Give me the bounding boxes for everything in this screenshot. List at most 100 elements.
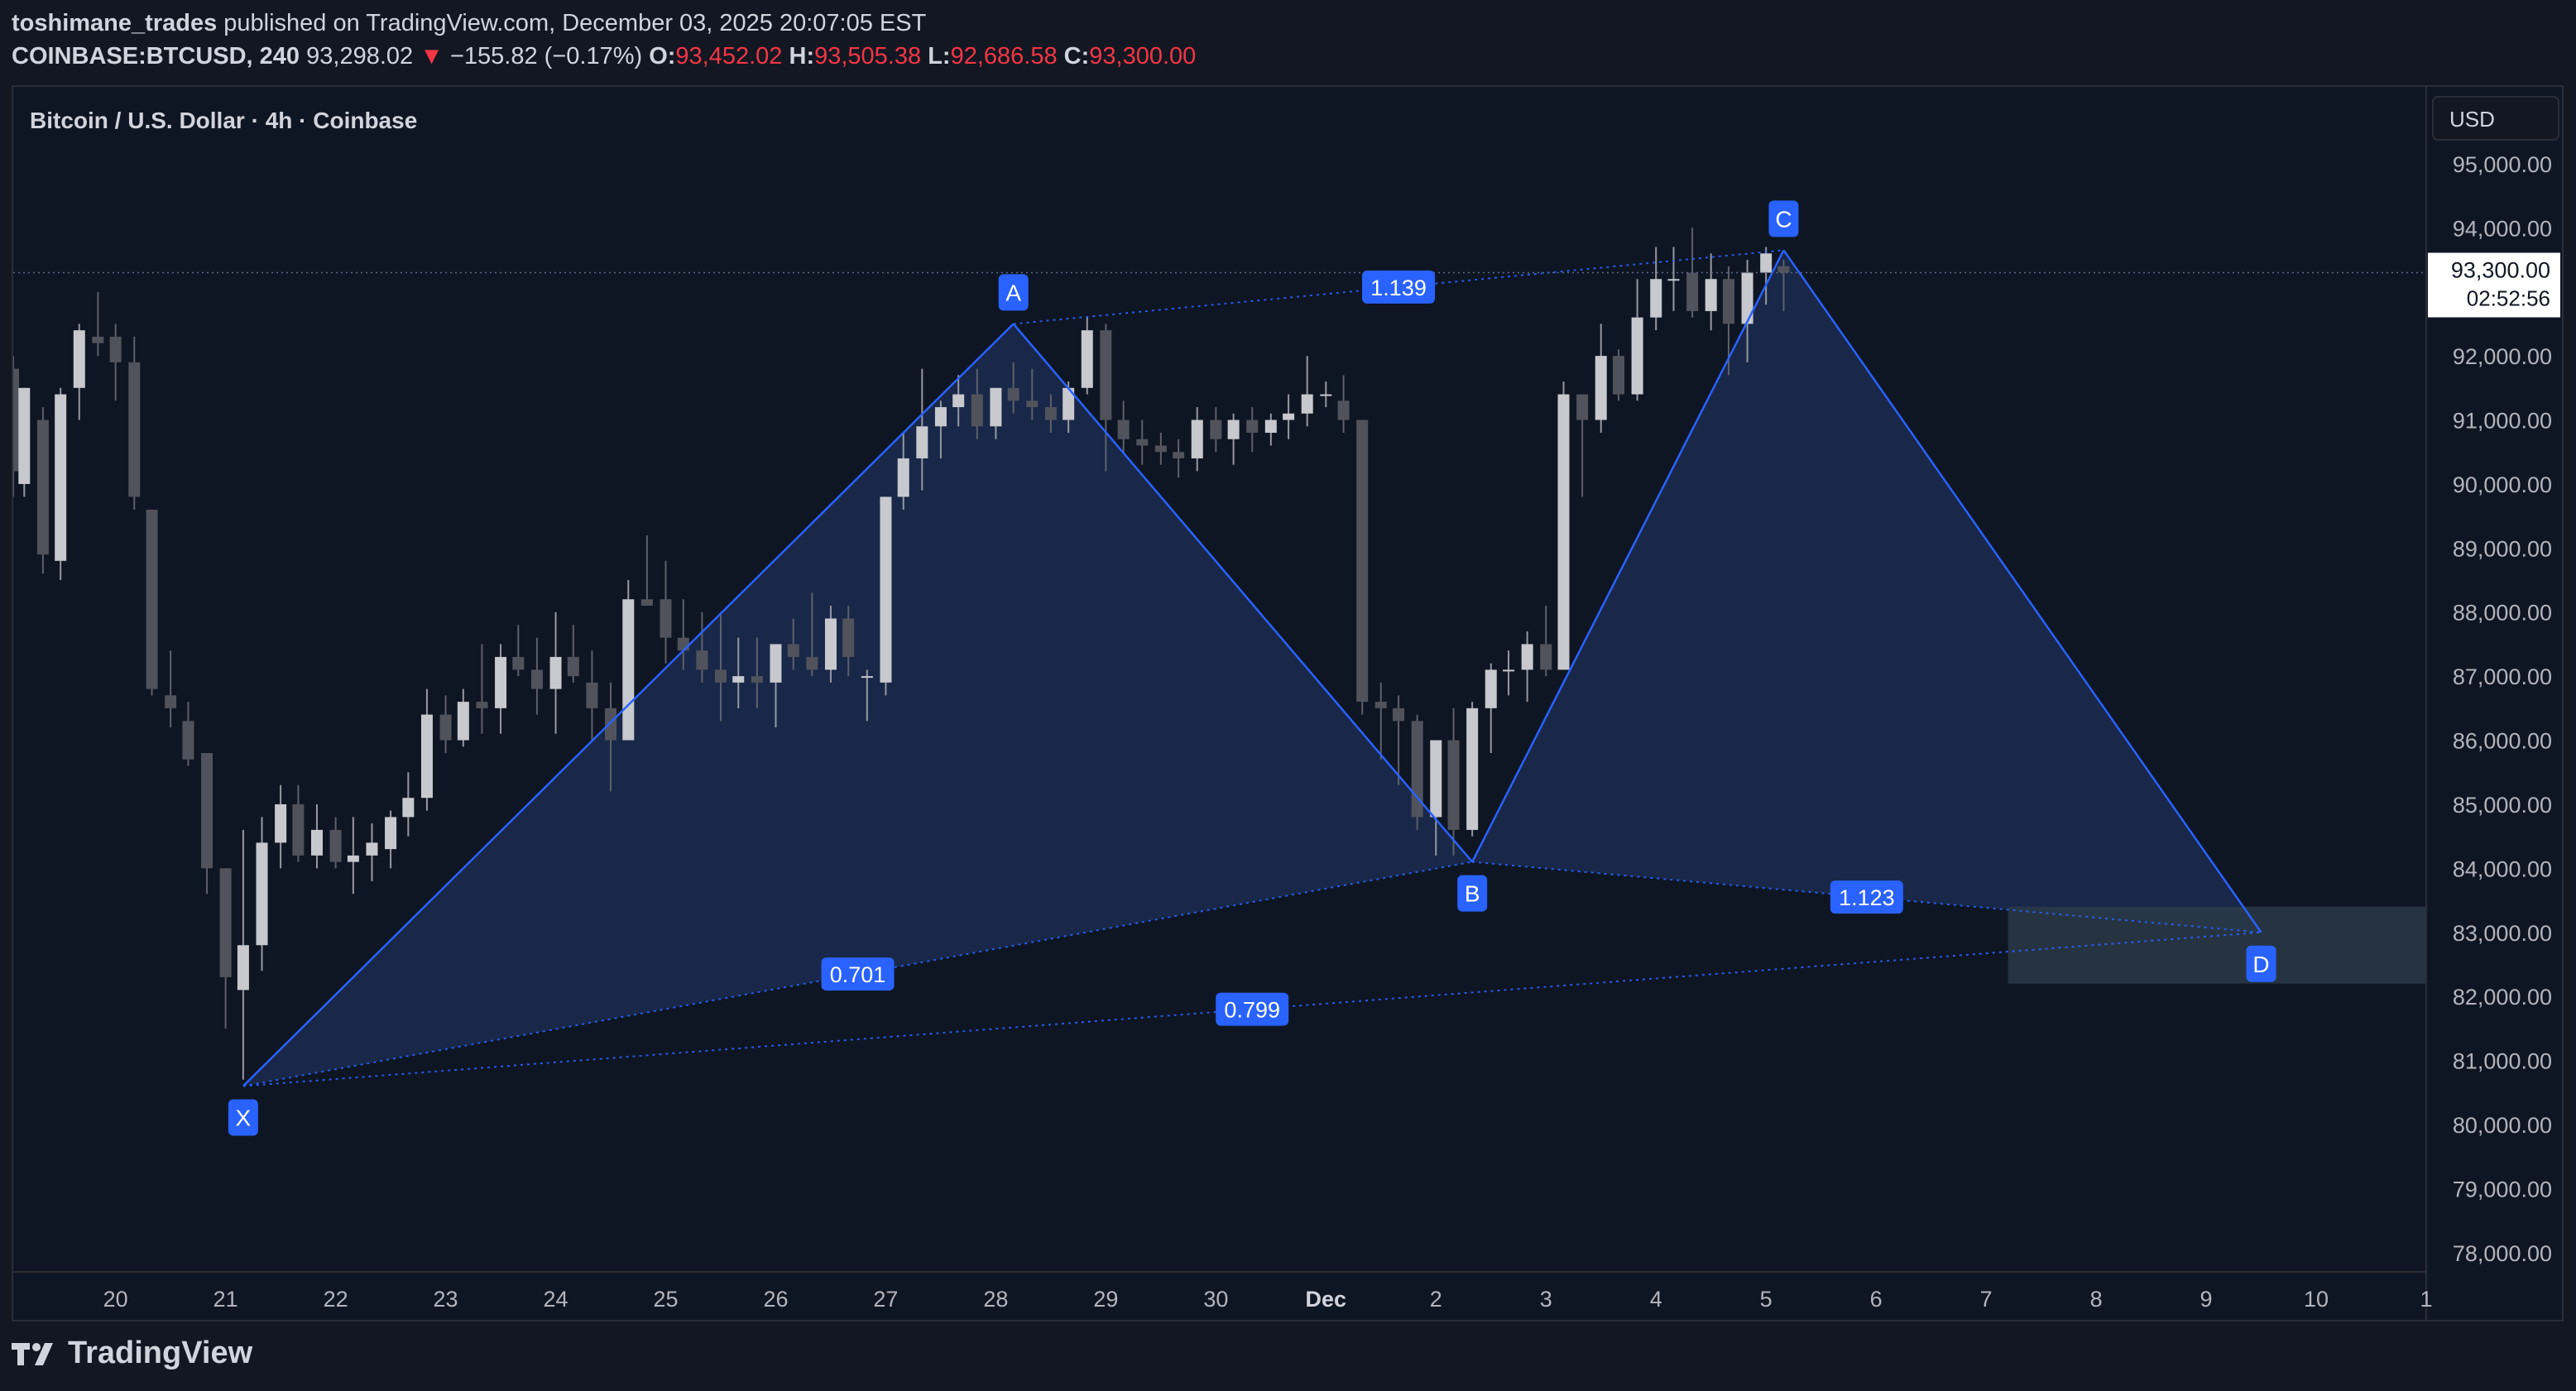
label-layer: 1.139 0.701 1.123 0.799 X A B C D USD 93,300.00 02:… xyxy=(228,96,2560,1136)
time-tick-label: 5 xyxy=(1760,1287,1772,1312)
candle xyxy=(329,817,342,869)
price-tick-label: 95,000.00 xyxy=(2453,152,2552,177)
candle-body xyxy=(880,496,892,683)
last-price-tag-countdown: 02:52:56 xyxy=(2467,285,2550,310)
candle xyxy=(1777,259,1790,311)
candle-body xyxy=(971,394,983,427)
candle-body xyxy=(751,676,763,683)
tradingview-logo-icon[interactable] xyxy=(12,1341,60,1367)
candle xyxy=(1283,394,1295,439)
candle xyxy=(567,625,579,683)
candle xyxy=(36,407,49,574)
open-value: 93,452.02 xyxy=(675,43,783,70)
candle xyxy=(92,291,104,357)
author-name[interactable]: toshimane_trades xyxy=(12,10,218,36)
price-tick-label: 87,000.00 xyxy=(2453,664,2552,689)
pattern-leg-cd xyxy=(1782,249,2262,933)
point-label-text: X xyxy=(236,1106,252,1131)
candle-body xyxy=(916,426,928,458)
ratio-label-text: 0.799 xyxy=(1224,998,1280,1023)
candle-body xyxy=(182,721,194,760)
candle-body xyxy=(714,669,727,683)
candle-body xyxy=(329,829,342,862)
candle xyxy=(1136,420,1149,465)
candle-body xyxy=(92,336,104,343)
candle-body xyxy=(13,368,19,472)
candle-body xyxy=(310,829,323,856)
candle xyxy=(1447,707,1460,856)
currency-button[interactable]: USD xyxy=(2432,96,2559,141)
candle xyxy=(1393,695,1405,785)
candle-body xyxy=(640,599,653,606)
candle-body xyxy=(1081,330,1093,388)
candle-body xyxy=(622,599,635,741)
time-tick-label: 2 xyxy=(1430,1287,1442,1312)
point-label-box xyxy=(1768,200,1799,237)
candle xyxy=(1026,368,1039,420)
candle xyxy=(1411,714,1423,830)
candle-body xyxy=(165,695,177,708)
time-tick-label: 21 xyxy=(213,1287,238,1312)
pattern-fill-layer xyxy=(242,250,2262,1086)
price-tick-label: 85,000.00 xyxy=(2453,793,2552,818)
candle-body xyxy=(1485,669,1497,708)
ratio-label: 0.799 xyxy=(1216,992,1289,1026)
candle xyxy=(310,803,323,869)
candle xyxy=(457,688,469,747)
candle-body xyxy=(237,945,249,990)
chart-frame[interactable]: 95,000.0094,000.0093,000.0092,000.0091,0… xyxy=(12,85,2564,1321)
candle-body xyxy=(36,420,49,555)
candle xyxy=(1576,394,1589,497)
candle xyxy=(366,823,378,881)
candle-body xyxy=(1320,394,1332,396)
candle xyxy=(1595,324,1607,433)
candle xyxy=(1264,413,1277,446)
candle xyxy=(347,817,359,895)
time-tick-label: Dec xyxy=(1306,1287,1347,1312)
candle-body xyxy=(1686,272,1699,311)
candle xyxy=(549,612,562,734)
candle xyxy=(1705,253,1717,331)
pattern-point-a: A xyxy=(998,274,1029,311)
symbol-name: COINBASE:BTCUSD, 240 xyxy=(12,43,300,70)
last-price-tag-box xyxy=(2428,252,2560,318)
candle-body xyxy=(495,656,507,708)
ratio-label-text: 1.139 xyxy=(1370,276,1427,300)
time-tick-label: 29 xyxy=(1093,1287,1118,1312)
candle xyxy=(1117,401,1130,453)
candle-body xyxy=(1100,330,1112,420)
candle xyxy=(55,387,67,581)
candle xyxy=(1485,663,1497,754)
candle-body xyxy=(18,387,31,484)
candle-body xyxy=(1044,407,1057,420)
ratio-label-box xyxy=(1830,880,1903,914)
candle xyxy=(880,496,892,696)
candle xyxy=(1081,317,1093,395)
candle xyxy=(182,702,194,766)
low-label: L: xyxy=(928,43,951,70)
price-tick-label: 86,000.00 xyxy=(2453,729,2552,754)
candle-body xyxy=(1301,394,1313,414)
legend-title[interactable]: Bitcoin / U.S. Dollar · 4h · Coinbase xyxy=(30,108,417,133)
candle-body xyxy=(366,842,378,856)
point-label-box xyxy=(998,274,1029,311)
time-tick-label: 28 xyxy=(983,1287,1008,1312)
change-value: −155.82 (−0.17%) xyxy=(449,43,643,70)
candle-body xyxy=(1393,707,1405,722)
last-price-tag-price: 93,300.00 xyxy=(2451,257,2550,282)
time-tick-label: 30 xyxy=(1203,1287,1228,1312)
ratio-label: 1.123 xyxy=(1830,880,1903,914)
point-label-box xyxy=(1457,875,1488,912)
candle xyxy=(1503,650,1515,696)
point-label-box xyxy=(228,1099,258,1136)
time-tick-label: 27 xyxy=(873,1287,898,1312)
brand-name[interactable]: TradingView xyxy=(68,1336,253,1370)
candle xyxy=(165,650,177,728)
candle xyxy=(256,817,268,971)
candle xyxy=(1154,432,1167,465)
open-label: O: xyxy=(649,43,676,70)
chart-canvas[interactable]: 95,000.0094,000.0093,000.0092,000.0091,0… xyxy=(13,87,2562,1320)
pattern-leg-ab xyxy=(1012,323,1474,863)
candle xyxy=(402,772,415,837)
candle-body xyxy=(256,842,268,946)
